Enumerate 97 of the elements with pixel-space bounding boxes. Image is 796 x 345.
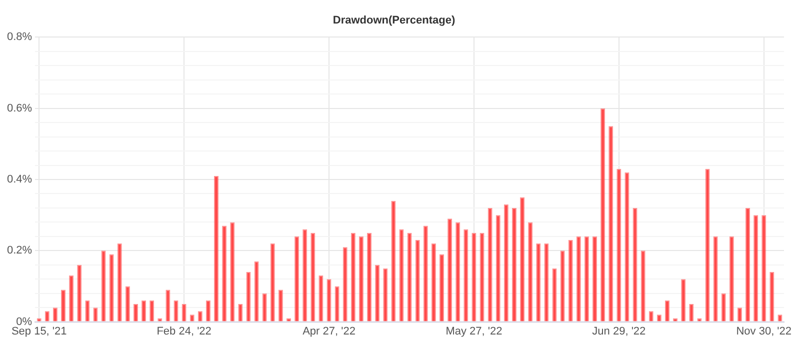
bar (150, 300, 154, 322)
bar (310, 232, 316, 322)
bar (721, 293, 726, 322)
bar (198, 311, 202, 322)
bar (729, 236, 734, 322)
bar (254, 261, 259, 322)
bar (681, 279, 686, 322)
bar (109, 254, 114, 322)
bar (705, 168, 710, 322)
bar (624, 172, 630, 322)
bar (512, 208, 516, 322)
bar (456, 222, 460, 322)
x-tick-label: Apr 27, '22 (302, 325, 356, 338)
bar (77, 264, 82, 322)
chart-title: Drawdown(Percentage) (332, 14, 456, 27)
bar (214, 176, 219, 322)
y-tick-label: 0% (16, 316, 32, 328)
bar (375, 264, 380, 322)
bar (423, 226, 428, 322)
bar (713, 236, 718, 322)
bar (737, 308, 742, 322)
bar (448, 218, 452, 322)
bar (592, 236, 598, 322)
bar (496, 215, 500, 322)
bar (552, 268, 557, 322)
x-tick-label: Sep 15, '21 (11, 325, 67, 338)
bar (488, 208, 492, 322)
bar (568, 240, 573, 322)
bar (754, 215, 758, 322)
bar (762, 215, 766, 322)
bar (544, 244, 549, 322)
bar (746, 208, 750, 322)
bar (294, 236, 300, 322)
bar (278, 290, 283, 322)
bar (383, 268, 388, 322)
bar (61, 290, 66, 322)
bar (270, 244, 275, 322)
bar (689, 304, 694, 322)
y-tick-label: 0.2% (6, 244, 32, 257)
bar (334, 286, 340, 322)
bar (415, 240, 420, 322)
bar (584, 236, 589, 322)
bar (560, 250, 565, 322)
y-tick-label: 0.4% (6, 174, 32, 186)
bar (52, 308, 58, 322)
bar (246, 272, 251, 322)
bar (528, 222, 533, 322)
bar (431, 244, 436, 322)
x-tick-label: Feb 24, '22 (156, 325, 212, 338)
bar (632, 208, 638, 322)
bar (342, 247, 348, 322)
bar (142, 300, 146, 322)
bar (93, 308, 98, 322)
bar (536, 244, 541, 322)
bar (182, 304, 186, 322)
bar (302, 229, 308, 322)
bar (222, 226, 227, 322)
bar (230, 222, 235, 322)
bar (399, 229, 404, 322)
bar (640, 250, 646, 322)
bar (318, 276, 324, 322)
bar (520, 197, 525, 322)
bar (464, 229, 468, 322)
bar (44, 311, 50, 322)
bar (262, 293, 267, 322)
bar (407, 232, 412, 322)
bar (770, 272, 774, 322)
bar (101, 250, 106, 322)
bar (608, 126, 614, 322)
bar (206, 300, 210, 322)
x-tick-label: May 27, '22 (446, 325, 502, 338)
x-tick-label: Jun 29, '22 (592, 325, 646, 338)
bar (326, 279, 332, 322)
bar (125, 286, 130, 322)
bar (85, 300, 90, 322)
x-tick-label: Nov 30, '22 (736, 325, 792, 338)
bar (504, 204, 508, 322)
bar (391, 200, 396, 322)
bar (664, 300, 670, 322)
bar (350, 232, 356, 322)
bar (69, 276, 74, 322)
bar (238, 304, 243, 322)
bar (600, 108, 606, 322)
bar (472, 232, 476, 322)
bar (616, 168, 622, 322)
bar (648, 311, 654, 322)
bar (480, 232, 484, 322)
bar (133, 304, 138, 322)
bar (174, 300, 178, 322)
bar (439, 254, 444, 322)
y-tick-label: 0.6% (6, 102, 32, 114)
bar (117, 244, 122, 322)
bar (358, 236, 364, 322)
y-tick-label: 0.8% (6, 31, 32, 44)
bar (576, 236, 581, 322)
bar (367, 232, 372, 322)
bar (166, 290, 170, 322)
